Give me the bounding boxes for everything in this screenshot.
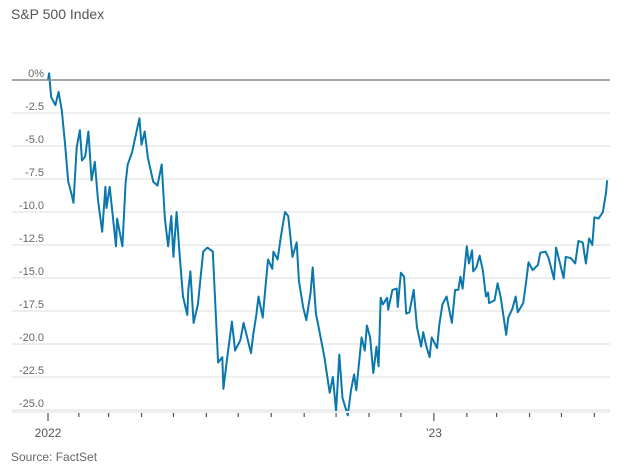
y-tick-label: -2.5 xyxy=(25,101,44,113)
y-tick-label: -10.0 xyxy=(19,200,44,212)
y-tick-label: -15.0 xyxy=(19,266,44,278)
y-tick-label: -17.5 xyxy=(19,299,44,311)
y-tick-label: -20.0 xyxy=(19,332,44,344)
y-tick-label: -5.0 xyxy=(25,134,44,146)
x-tick-label: ’23 xyxy=(426,426,442,440)
y-tick-label: -25.0 xyxy=(19,398,44,410)
y-tick-label: -7.5 xyxy=(25,167,44,179)
y-tick-label: -12.5 xyxy=(19,233,44,245)
y-tick-label: -22.5 xyxy=(19,365,44,377)
y-tick-label: 0% xyxy=(28,68,44,80)
x-tick-label: 2022 xyxy=(35,426,62,440)
chart-title: S&P 500 Index xyxy=(11,6,105,22)
source-note: Source: FactSet xyxy=(11,450,98,464)
